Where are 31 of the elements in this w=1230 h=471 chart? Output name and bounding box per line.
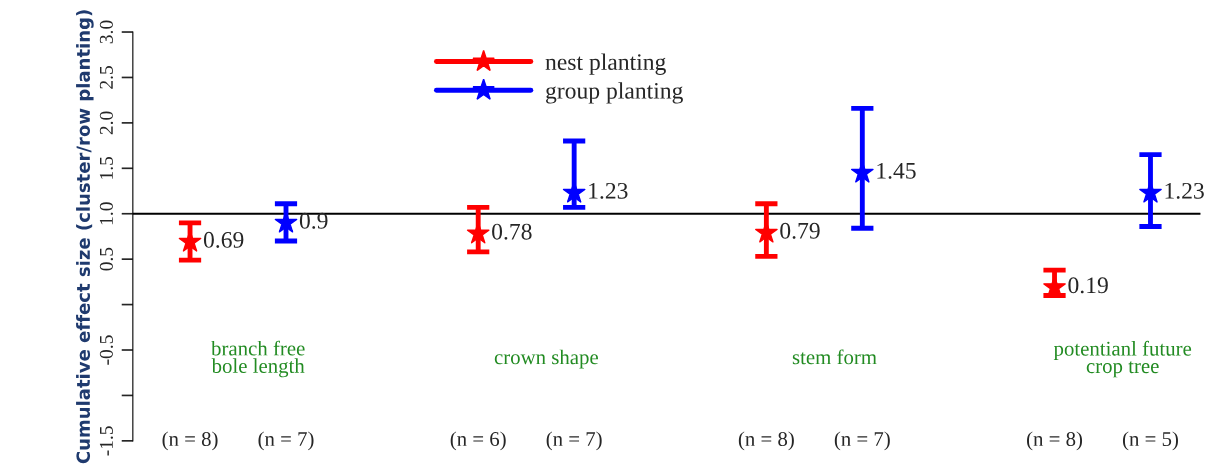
annotation: (n = 8) bbox=[162, 431, 218, 451]
annotation: (n = 5) bbox=[1122, 431, 1179, 451]
data-label: 0.9 bbox=[299, 212, 328, 229]
y-tick-label: 1.0 bbox=[99, 202, 113, 225]
y-tick-label: 0.5 bbox=[99, 247, 113, 271]
data-label: 1.23 bbox=[1165, 182, 1204, 199]
x-tick-label: branch free bole length bbox=[211, 340, 305, 378]
annotation: (n = 7) bbox=[834, 431, 890, 451]
y-tick-label: 2.5 bbox=[99, 66, 113, 89]
data-label: 0.78 bbox=[492, 223, 532, 240]
y-tick-label: 3.0 bbox=[99, 20, 113, 44]
annotation: (n = 7) bbox=[546, 431, 602, 451]
y-tick-label: 1.5 bbox=[99, 156, 113, 179]
y-tick-label: -1.5 bbox=[99, 426, 113, 456]
y-axis-title: Cumulative effect size (cluster/row planting) bbox=[76, 10, 94, 464]
annotation: (n = 8) bbox=[1027, 431, 1083, 451]
annotation: (n = 6) bbox=[450, 431, 506, 451]
x-tick-label: stem form bbox=[792, 349, 877, 365]
legend-label: group planting bbox=[546, 82, 683, 104]
annotation: (n = 8) bbox=[738, 431, 794, 451]
data-label: 0.79 bbox=[780, 222, 820, 239]
y-tick-label: -0.5 bbox=[99, 335, 113, 365]
data-label: 0.19 bbox=[1068, 277, 1108, 294]
x-tick-label: crown shape bbox=[494, 349, 598, 369]
legend-label: nest planting bbox=[545, 53, 666, 75]
annotation: (n = 7) bbox=[258, 431, 314, 451]
x-tick-label: potentianl future crop tree bbox=[1053, 340, 1192, 378]
y-tick-label: 2.0 bbox=[99, 111, 113, 135]
data-label: 1.45 bbox=[877, 162, 916, 179]
data-label: 1.23 bbox=[589, 182, 628, 199]
data-label: 0.69 bbox=[203, 231, 244, 248]
